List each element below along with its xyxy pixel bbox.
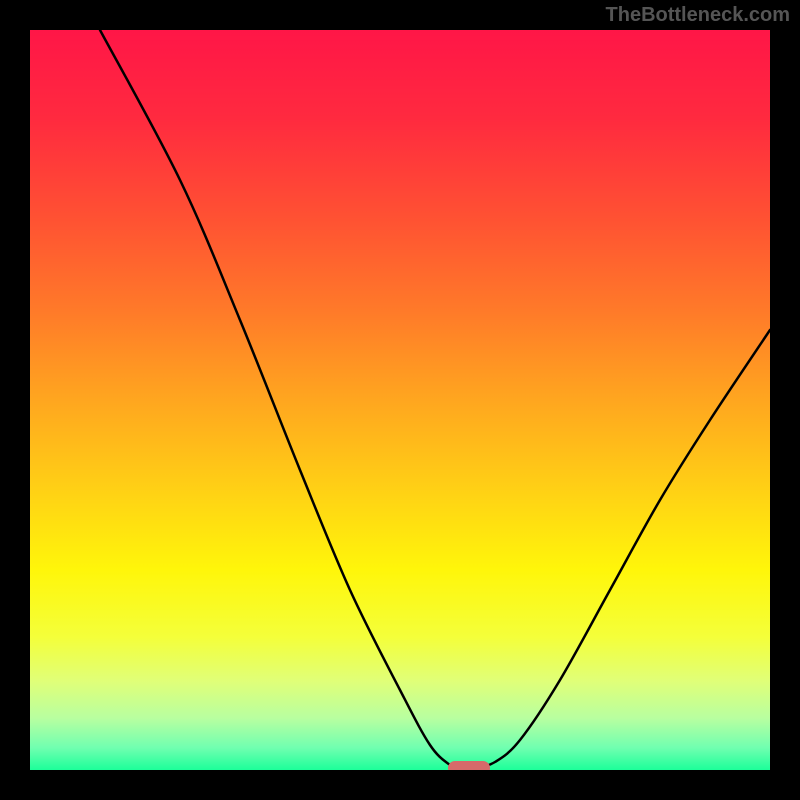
- chart-container: TheBottleneck.com: [0, 0, 800, 800]
- plot-area: [30, 30, 770, 770]
- watermark-text: TheBottleneck.com: [606, 4, 790, 27]
- optimum-marker: [448, 761, 490, 770]
- bottleneck-curve: [30, 30, 770, 770]
